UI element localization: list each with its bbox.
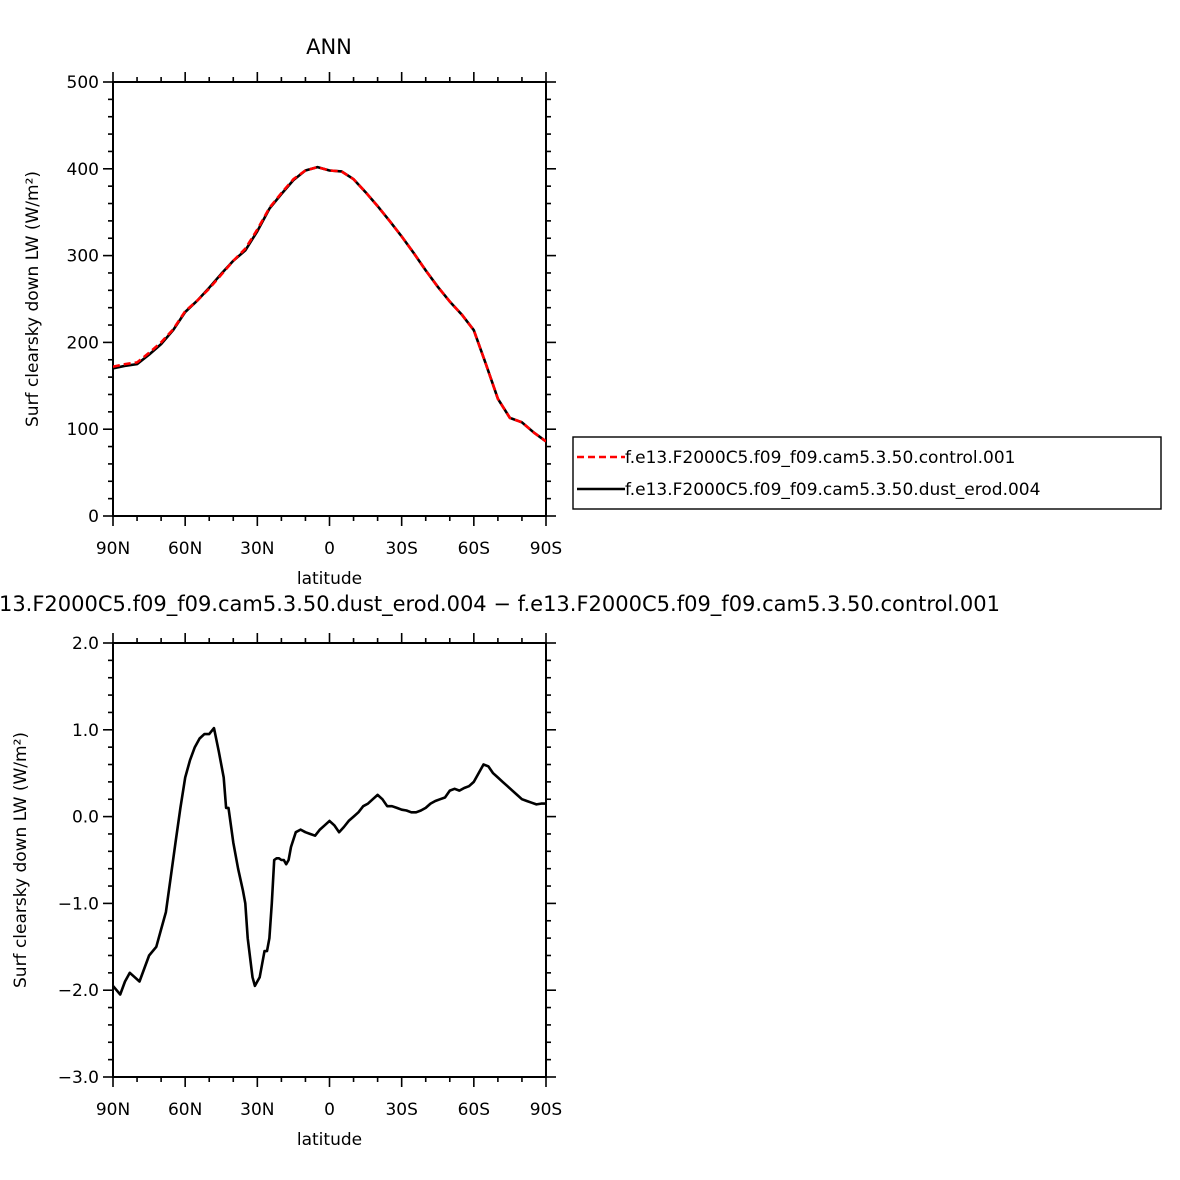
x-tick-label: 60N (168, 1100, 202, 1120)
legend-entry: f.e13.F2000C5.f09_f09.cam5.3.50.control.… (625, 448, 1016, 468)
series-line-0 (113, 726, 546, 996)
x-tick-label: 30S (385, 1100, 417, 1120)
chart-title: ANN (306, 35, 352, 59)
bottom-panel: f.e13.F2000C5.f09_f09.cam5.3.50.dust_ero… (0, 592, 1000, 1150)
y-tick-label: −2.0 (58, 981, 99, 1001)
y-tick-label: 2.0 (72, 634, 99, 654)
y-axis-label: Surf clearsky down LW (W/m²) (11, 732, 31, 988)
series-line-1 (113, 165, 546, 443)
y-tick-label: 200 (67, 333, 99, 353)
plot-frame (112, 642, 547, 1078)
x-axis-label: latitude (297, 1130, 362, 1150)
x-tick-label: 90S (530, 539, 562, 559)
series-group (113, 165, 546, 443)
y-tick-label: 0.0 (72, 808, 99, 828)
y-axis-label: Surf clearsky down LW (W/m²) (23, 171, 43, 427)
y-tick-label: 1.0 (72, 721, 99, 741)
y-tick-label: −1.0 (58, 894, 99, 914)
series-line-0 (113, 165, 546, 443)
y-tick-label: −3.0 (58, 1068, 99, 1088)
x-tick-label: 90N (96, 539, 130, 559)
legend-box (572, 436, 1162, 510)
x-tick-label: 60S (458, 1100, 490, 1120)
top-panel: ANN 0 100 200 300 400 500 90N 60N 30N 0 30S 60S 90S la… (23, 35, 1162, 589)
y-tick-label: 500 (67, 73, 99, 93)
x-tick-label: 30N (240, 539, 274, 559)
x-tick-label: 60N (168, 539, 202, 559)
x-tick-label: 0 (324, 539, 335, 559)
y-tick-label: 300 (67, 247, 99, 267)
y-tick-label: 100 (67, 420, 99, 440)
y-tick-label: 400 (67, 160, 99, 180)
x-tick-label: 90N (96, 1100, 130, 1120)
x-tick-label: 30S (385, 539, 417, 559)
legend: f.e13.F2000C5.f09_f09.cam5.3.50.control.… (572, 436, 1162, 510)
plot-frame (112, 81, 547, 517)
legend-entry: f.e13.F2000C5.f09_f09.cam5.3.50.dust_ero… (625, 480, 1040, 500)
chart-title: f.e13.F2000C5.f09_f09.cam5.3.50.dust_ero… (0, 592, 1000, 617)
y-tick-label: 0 (88, 507, 99, 527)
x-axis-label: latitude (297, 569, 362, 589)
x-tick-label: 30N (240, 1100, 274, 1120)
series-group (113, 726, 546, 996)
x-tick-label: 0 (324, 1100, 335, 1120)
x-tick-label: 60S (458, 539, 490, 559)
x-tick-label: 90S (530, 1100, 562, 1120)
